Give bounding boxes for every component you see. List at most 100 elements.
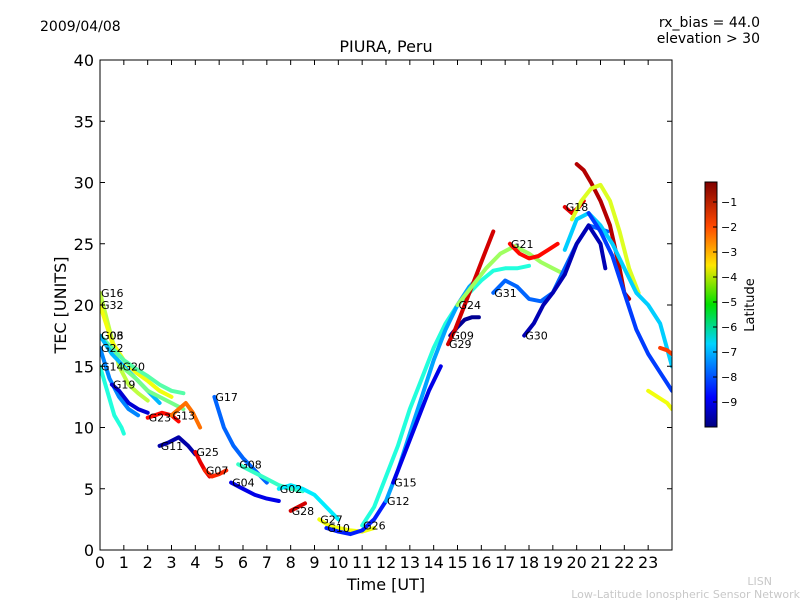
series-label-g04: G04 [232, 477, 255, 490]
series-line-g10 [324, 499, 388, 537]
series-label-g31: G31 [494, 287, 517, 300]
series-label-g14: G14 [101, 360, 124, 373]
y-axis-label: TEC [UNITS] [51, 257, 70, 355]
x-tick-label: 22 [614, 553, 634, 572]
series-label-g18: G18 [566, 201, 589, 214]
series-line-g22 [100, 345, 141, 418]
series-line-g23 [145, 410, 181, 424]
x-tick-label: 19 [543, 553, 563, 572]
series-label-g25: G25 [196, 446, 219, 459]
series-label-g12: G12 [387, 495, 410, 508]
x-tick-label: 6 [238, 553, 248, 572]
x-tick-label: 21 [590, 553, 610, 572]
x-tick-label: 11 [352, 553, 372, 572]
series-label-g09: G09 [451, 330, 474, 343]
series-line-g08 [236, 462, 305, 494]
x-tick-label: 18 [519, 553, 539, 572]
series-line-g19 [109, 382, 150, 415]
series-label-g29: G29 [449, 338, 472, 351]
y-tick-label: 25 [74, 235, 94, 254]
series-layer [100, 162, 672, 537]
y-tick-label: 20 [74, 296, 94, 315]
colorbar-tick-label: −1 [721, 196, 737, 209]
chart-title: PIURA, Peru [339, 37, 432, 56]
colorbar-tick-label: −2 [721, 221, 737, 234]
colorbar-tick-label: −9 [721, 396, 737, 409]
series-line-g21 [507, 241, 560, 261]
series-label-g20: G20 [122, 360, 145, 373]
series-line-track-35 [658, 345, 672, 356]
series-label-g06: G06 [101, 330, 124, 343]
series-label-g03: G03 [101, 330, 124, 343]
colorbar-tick-label: −5 [721, 296, 737, 309]
y-tick-label: 35 [74, 112, 94, 131]
series-label-g08: G08 [239, 458, 262, 471]
colorbar-tick-label: −8 [721, 371, 737, 384]
colorbar-tick-label: −4 [721, 271, 737, 284]
colorbar-tick-label: −3 [721, 246, 737, 259]
y-tick-label: 0 [84, 541, 94, 560]
x-tick-label: 5 [214, 553, 224, 572]
series-label-g24: G24 [459, 299, 482, 312]
x-tick-label: 15 [447, 553, 467, 572]
series-line-g26 [360, 263, 531, 528]
y-tick-label: 15 [74, 357, 94, 376]
series-label-g15: G15 [394, 477, 417, 490]
colorbar-tick-label: −7 [721, 346, 737, 359]
series-line-g30 [522, 223, 608, 338]
colorbar-tick-label: −6 [721, 321, 737, 334]
footer-lisn: LISN [747, 575, 772, 588]
x-tick-label: 9 [309, 553, 319, 572]
colorbar [704, 181, 718, 428]
x-tick-label: 12 [376, 553, 396, 572]
x-tick-label: 8 [286, 553, 296, 572]
series-line-g32 [100, 303, 174, 399]
x-axis-label: Time [UT] [346, 575, 425, 594]
series-line-track-32 [562, 211, 672, 369]
series-line-g02 [276, 483, 341, 522]
y-tick-label: 5 [84, 480, 94, 499]
x-tick-label: 4 [190, 553, 200, 572]
x-tick-label: 13 [400, 553, 420, 572]
series-label-g13: G13 [173, 409, 196, 422]
series-label-g23: G23 [149, 412, 172, 425]
series-label-g16: G16 [101, 287, 124, 300]
x-tick-label: 14 [423, 553, 443, 572]
series-label-g26: G26 [363, 520, 386, 533]
series-label-g02: G02 [280, 483, 303, 496]
x-tick-label: 10 [328, 553, 348, 572]
colorbar-ticks: −1 −2 −3 −4 −5 −6 −7 −8 −9 [713, 196, 737, 409]
series-line-g04 [229, 480, 281, 503]
x-tick-label: 1 [119, 553, 129, 572]
series-label-g28: G28 [292, 505, 315, 518]
y-tick-label: 40 [74, 51, 94, 70]
series-label-g32: G32 [101, 299, 124, 312]
series-line-g28 [288, 501, 307, 513]
x-tick-label: 2 [143, 553, 153, 572]
y-tick-label: 30 [74, 174, 94, 193]
series-line-g15 [391, 364, 443, 485]
colorbar-label: Latitude [743, 278, 758, 332]
x-tick-label: 3 [166, 553, 176, 572]
series-label-g07: G07 [206, 464, 229, 477]
x-tick-label: 20 [566, 553, 586, 572]
series-line-g14 [100, 364, 126, 436]
footer-network: Low-Latitude Ionospheric Sensor Network [571, 588, 800, 600]
x-tick-label: 17 [495, 553, 515, 572]
x-tick-label: 23 [638, 553, 658, 572]
x-tick-label: 16 [471, 553, 491, 572]
rx-bias-label: rx_bias = 44.0 [659, 15, 760, 31]
series-label-g11: G11 [161, 440, 184, 453]
series-line-g03 [100, 333, 186, 396]
series-line-g20 [119, 364, 186, 412]
series-line-g13 [169, 401, 203, 430]
series-line-track-34 [646, 388, 672, 412]
series-line-track-33 [586, 211, 672, 393]
date-label: 2009/04/08 [40, 19, 121, 35]
series-label-g10: G10 [327, 522, 350, 535]
series-line-track-31 [569, 182, 641, 295]
x-tick-label: 0 [95, 553, 105, 572]
series-label-g17: G17 [215, 391, 238, 404]
